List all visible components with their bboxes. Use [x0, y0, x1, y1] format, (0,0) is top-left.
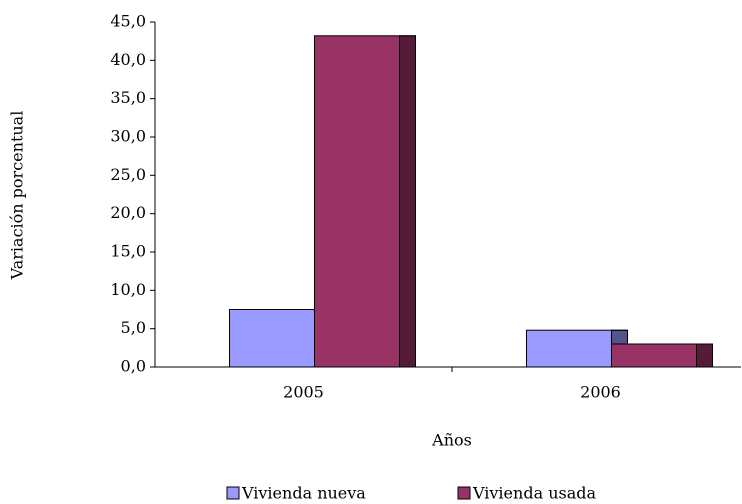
x-tick-label: 2005 — [283, 383, 324, 402]
y-axis-label: Variación porcentual — [8, 111, 27, 281]
x-axis-label: Años — [431, 431, 472, 450]
y-tick-label: 0,0 — [121, 357, 146, 376]
y-tick-label: 10,0 — [110, 280, 146, 299]
bar — [314, 35, 400, 368]
y-tick-label: 25,0 — [110, 165, 146, 184]
y-tick-label: 40,0 — [110, 50, 146, 69]
y-tick-label: 20,0 — [110, 203, 146, 222]
y-tick-label: 35,0 — [110, 88, 146, 107]
legend-swatch — [457, 486, 471, 500]
y-tick-label: 45,0 — [110, 12, 146, 31]
legend-label: Vivienda nueva — [241, 484, 366, 503]
bar-side-shade — [696, 343, 713, 368]
bar — [611, 343, 697, 368]
legend-label: Vivienda usada — [472, 484, 596, 503]
y-tick-label: 5,0 — [121, 318, 146, 337]
legend-swatch — [226, 486, 240, 500]
x-tick-label: 2006 — [580, 383, 621, 402]
y-tick-label: 30,0 — [110, 127, 146, 146]
bar-side-shade — [399, 35, 416, 368]
bar — [229, 309, 315, 368]
y-tick-label: 15,0 — [110, 242, 146, 261]
bar — [526, 329, 612, 368]
